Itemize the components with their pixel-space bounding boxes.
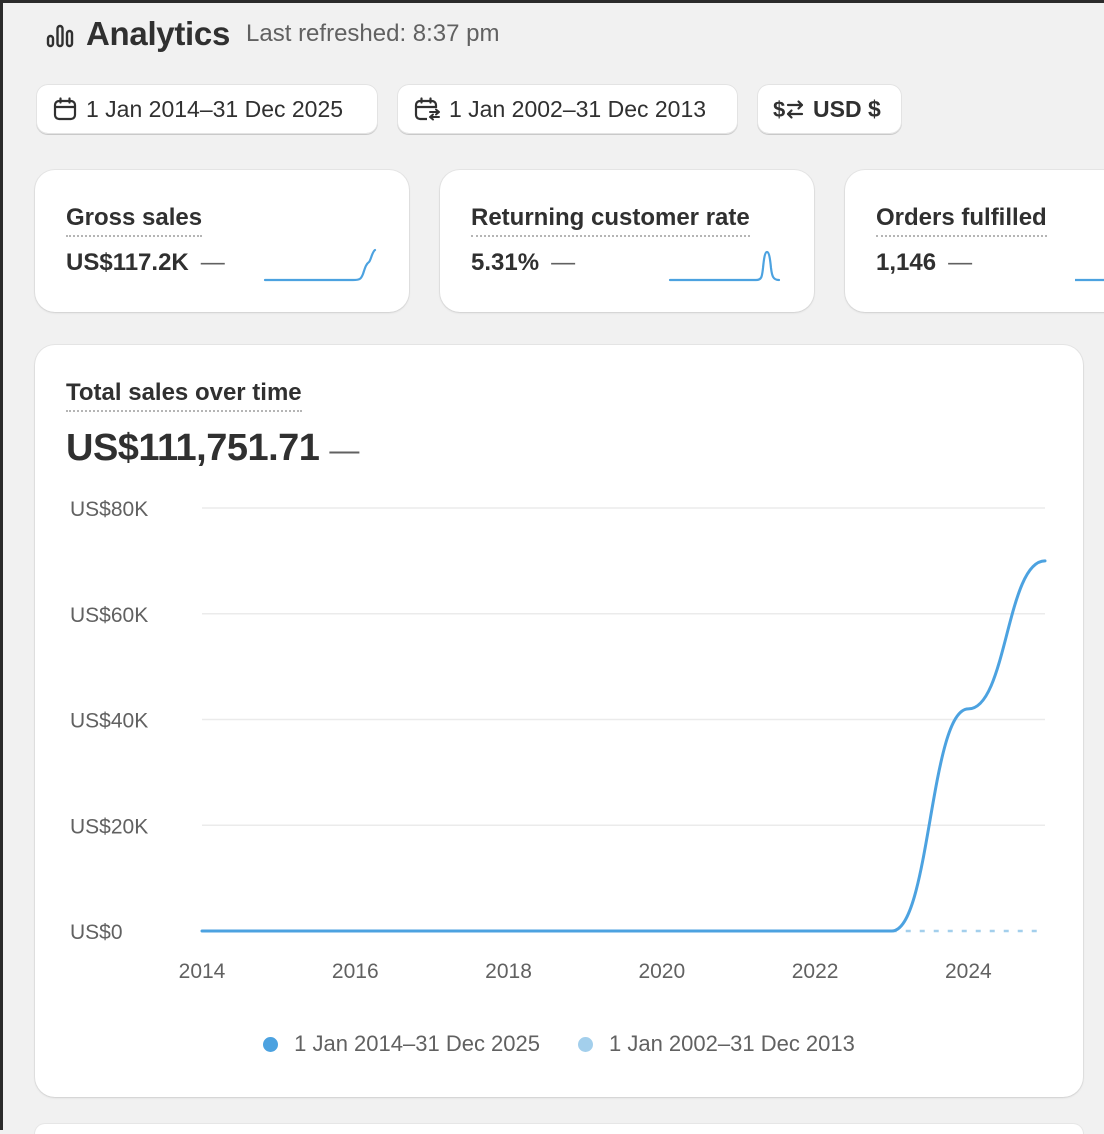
y-tick-label: US$60K	[70, 604, 148, 627]
series-line-primary	[200, 559, 1047, 933]
legend-item-comparison[interactable]: 1 Jan 2002–31 Dec 2013	[578, 1031, 855, 1057]
compare-range-button[interactable]: 1 Jan 2002–31 Dec 2013	[397, 84, 738, 134]
metric-card-gross-sales[interactable]: Gross sales US$117.2K —	[35, 170, 409, 312]
sparkline-orders-fulfilled	[1075, 278, 1104, 282]
metric-value: US$117.2K	[66, 249, 189, 276]
metric-card-returning-rate[interactable]: Returning customer rate 5.31% —	[440, 170, 814, 312]
x-tick-label: 2016	[332, 960, 379, 983]
sales-line-chart[interactable]: US$80K US$60K US$40K US$20K US$0 2014 2016 2018…	[35, 345, 1083, 1025]
sparkline-gross-sales	[263, 248, 377, 282]
y-tick-label: US$0	[70, 921, 123, 944]
metric-value: 5.31%	[471, 249, 540, 276]
y-tick-label: US$80K	[70, 498, 148, 521]
y-tick-label: US$40K	[70, 710, 148, 733]
date-range-label: 1 Jan 2014–31 Dec 2025	[86, 95, 344, 122]
chart-title[interactable]: Total sales over time	[66, 379, 302, 412]
x-tick-label: 2022	[792, 960, 839, 983]
y-tick-label: US$20K	[70, 815, 148, 838]
metric-card-orders-fulfilled[interactable]: Orders fulfilled 1,146 —	[845, 170, 1104, 312]
total-sales-chart-card: Total sales over time US$111,751.71 — US$…	[35, 345, 1083, 1097]
next-card-edge	[35, 1124, 1083, 1134]
legend-label-current: 1 Jan 2014–31 Dec 2025	[294, 1031, 540, 1056]
compare-range-label: 1 Jan 2002–31 Dec 2013	[449, 95, 707, 122]
last-refreshed-text: Last refreshed: 8:37 pm	[246, 20, 500, 47]
page-header: Analytics Last refreshed: 8:37 pm	[46, 12, 500, 56]
metric-change: —	[551, 249, 576, 276]
metric-change: —	[948, 249, 973, 276]
total-sales-change: —	[329, 434, 359, 467]
svg-text:$: $	[773, 97, 785, 122]
metric-label[interactable]: Gross sales	[66, 204, 203, 237]
x-tick-label: 2020	[638, 960, 685, 983]
legend-dot-current	[263, 1036, 279, 1052]
currency-swap-icon: $	[773, 97, 804, 122]
page-title: Analytics	[86, 15, 231, 52]
window-edge-left	[0, 0, 3, 1130]
metric-change: —	[200, 249, 225, 276]
calendar-icon	[53, 97, 77, 121]
currency-button[interactable]: $ USD $	[757, 84, 902, 134]
metric-label[interactable]: Orders fulfilled	[876, 204, 1047, 237]
legend-label-comparison: 1 Jan 2002–31 Dec 2013	[609, 1031, 855, 1056]
metric-value: 1,146	[876, 249, 937, 276]
currency-label: USD $	[813, 95, 881, 122]
x-tick-label: 2018	[485, 960, 532, 983]
legend-dot-comparison	[578, 1036, 593, 1052]
x-tick-label: 2014	[179, 960, 226, 983]
legend-item-current[interactable]: 1 Jan 2014–31 Dec 2025	[263, 1031, 540, 1057]
total-sales-amount: US$111,751.71	[66, 427, 320, 469]
date-range-button[interactable]: 1 Jan 2014–31 Dec 2025	[36, 84, 378, 134]
analytics-bars-icon	[46, 24, 74, 48]
x-tick-label: 2024	[945, 960, 992, 983]
chart-legend: 1 Jan 2014–31 Dec 2025 1 Jan 2002–31 Dec…	[35, 1031, 1083, 1057]
chart-total-value: US$111,751.71 —	[66, 427, 359, 470]
window-edge-top	[0, 0, 1104, 3]
sparkline-returning-rate	[668, 250, 781, 282]
metric-label[interactable]: Returning customer rate	[471, 204, 750, 237]
calendar-compare-icon	[414, 97, 440, 121]
